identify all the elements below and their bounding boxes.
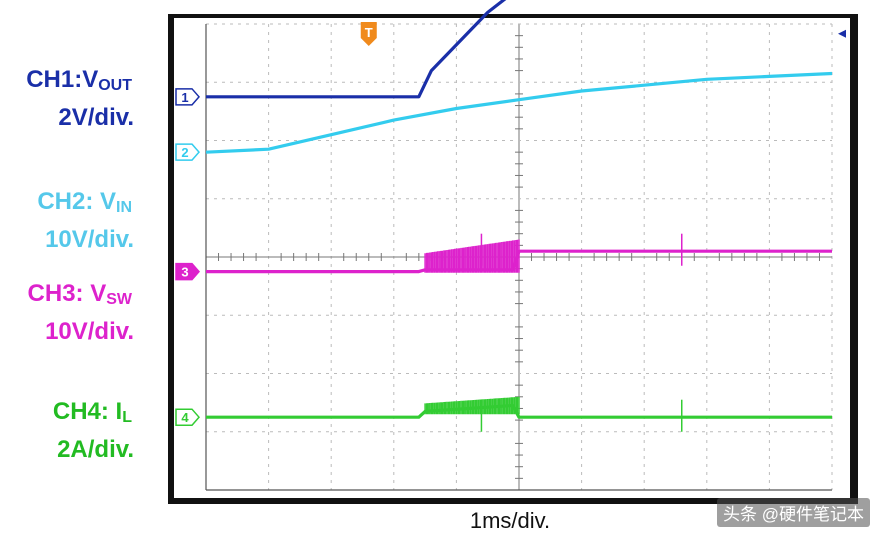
- ch2-trace: [205, 71, 833, 154]
- ch3-name: CH3: VSW: [27, 280, 132, 308]
- ch1-offset-arrow: [838, 29, 846, 38]
- channel-markers: 1 2 3 4: [175, 29, 846, 426]
- ch4-channel-marker: [175, 408, 200, 426]
- ch2-scale: 10V/div.: [45, 226, 134, 253]
- ch3-switching-burst: [424, 239, 520, 273]
- x-axis-label: 1ms/div.: [469, 508, 551, 533]
- ch2-channel-marker: [175, 143, 200, 161]
- ch2-name: CH2: VIN: [37, 188, 132, 216]
- watermark: 头条 @硬件笔记本: [717, 498, 870, 527]
- trigger-marker: T: [360, 22, 377, 46]
- trigger-label: T: [365, 25, 373, 40]
- traces: [205, 0, 833, 432]
- ch4-name: CH4: IL: [52, 398, 132, 426]
- ch1-marker-number: 1: [181, 90, 188, 105]
- ch1-scale: 2V/div.: [58, 104, 134, 131]
- ch1-channel-marker: [175, 88, 200, 106]
- ch4-marker-number: 4: [181, 410, 189, 425]
- grid: [205, 23, 833, 491]
- ch4-scale: 2A/div.: [57, 436, 134, 463]
- ch3-scale: 10V/div.: [45, 318, 134, 345]
- ch1-name: CH1:VOUT: [26, 66, 132, 94]
- ch2-marker-number: 2: [181, 145, 188, 160]
- ch4-switching-burst: [424, 396, 520, 415]
- ch1-trace: [206, 0, 507, 99]
- ch3-channel-marker: [175, 262, 200, 281]
- trigger-icon: [360, 22, 377, 46]
- ch3-marker-number: 3: [181, 265, 188, 280]
